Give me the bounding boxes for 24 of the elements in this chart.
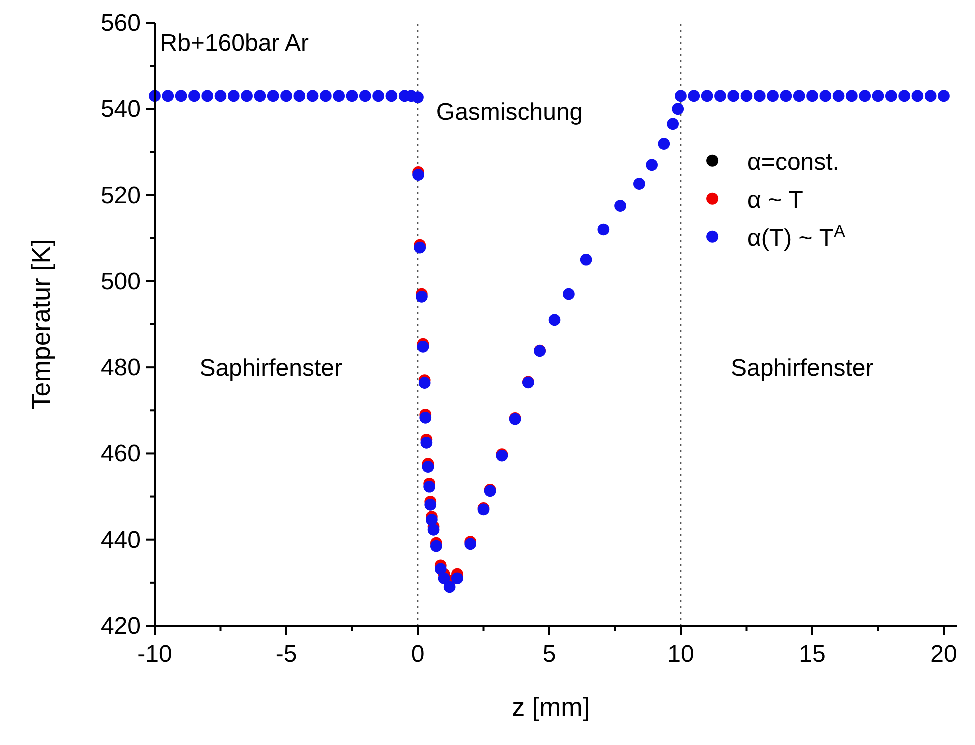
annotation: Rb+160bar Ar xyxy=(160,30,310,57)
y-tick-label: 480 xyxy=(100,354,141,382)
x-tick-label: 20 xyxy=(930,641,958,668)
x-tick-label: -10 xyxy=(138,641,172,668)
y-tick-label: 500 xyxy=(100,268,141,296)
annotation: Saphirfenster xyxy=(730,355,874,382)
y-tick-label: 420 xyxy=(100,613,141,640)
x-tick-label: -5 xyxy=(276,641,298,668)
x-axis-title: z [mm] xyxy=(512,692,590,722)
legend-label: α=const. xyxy=(748,148,840,176)
x-tick-label: 0 xyxy=(411,641,425,668)
y-axis-title: Temperatur [K] xyxy=(26,239,56,410)
y-tick-label: 560 xyxy=(100,10,141,37)
y-tick-label: 440 xyxy=(100,526,141,554)
x-tick-label: 5 xyxy=(542,641,556,668)
x-tick-label: 15 xyxy=(799,641,826,668)
annotation: Gasmischung xyxy=(436,98,584,126)
legend-label: α(T) ~ T$^{A}$ xyxy=(748,221,846,252)
y-tick-label: 540 xyxy=(100,96,141,124)
x-tick-label: 10 xyxy=(668,641,694,668)
y-tick-label: 460 xyxy=(100,440,141,468)
annotation: Saphirfenster xyxy=(200,355,342,382)
y-tick-label: 520 xyxy=(100,182,141,210)
legend-label: α ~ T xyxy=(748,186,804,214)
